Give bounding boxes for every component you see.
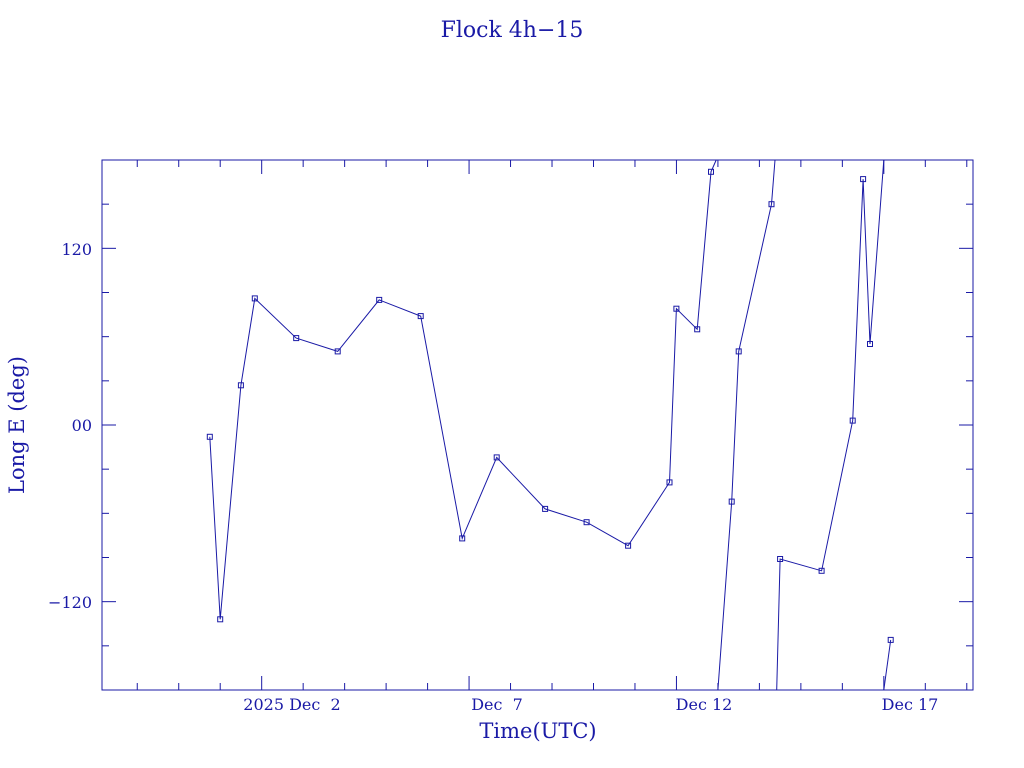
data-point bbox=[293, 335, 300, 342]
data-point bbox=[251, 295, 258, 302]
data-point bbox=[206, 433, 213, 440]
data-point bbox=[708, 168, 714, 175]
data-point bbox=[818, 567, 825, 574]
x-tick-label: Dec 17 bbox=[882, 695, 939, 714]
data-point bbox=[768, 201, 775, 208]
data-point bbox=[217, 616, 224, 623]
y-tick-label: 120 bbox=[61, 240, 92, 259]
data-point bbox=[493, 454, 500, 461]
series-line bbox=[883, 639, 892, 691]
data-point bbox=[673, 305, 680, 312]
y-axis-label: Long E (deg) bbox=[5, 356, 29, 494]
data-point bbox=[887, 636, 894, 643]
data-point bbox=[334, 348, 341, 355]
x-axis-label: Time(UTC) bbox=[479, 719, 596, 743]
x-tick-label: Dec 12 bbox=[676, 695, 733, 714]
data-point bbox=[625, 542, 632, 549]
data-point bbox=[860, 176, 867, 183]
series-line bbox=[209, 159, 717, 620]
series-layer bbox=[206, 159, 894, 691]
series-line bbox=[776, 159, 885, 691]
data-point bbox=[459, 535, 466, 542]
x-tick-label: Dec 7 bbox=[471, 695, 523, 714]
series-line bbox=[717, 159, 776, 691]
data-point bbox=[867, 341, 873, 347]
chart-title: Flock 4h−15 bbox=[441, 18, 584, 43]
y-tick-label: −120 bbox=[48, 593, 92, 612]
plot-frame bbox=[101, 159, 974, 691]
data-point bbox=[542, 505, 549, 512]
x-tick-label: 2025 Dec 2 bbox=[243, 695, 340, 714]
data-point bbox=[735, 348, 742, 355]
axis-ticks bbox=[102, 160, 973, 690]
data-point bbox=[583, 519, 590, 526]
data-point bbox=[237, 382, 244, 389]
data-point bbox=[666, 479, 673, 486]
data-point bbox=[777, 556, 784, 562]
data-point bbox=[728, 498, 735, 505]
data-point bbox=[694, 326, 701, 333]
data-point bbox=[376, 296, 383, 303]
y-tick-label: 00 bbox=[72, 416, 92, 435]
data-point bbox=[849, 417, 856, 424]
data-point bbox=[417, 313, 424, 320]
